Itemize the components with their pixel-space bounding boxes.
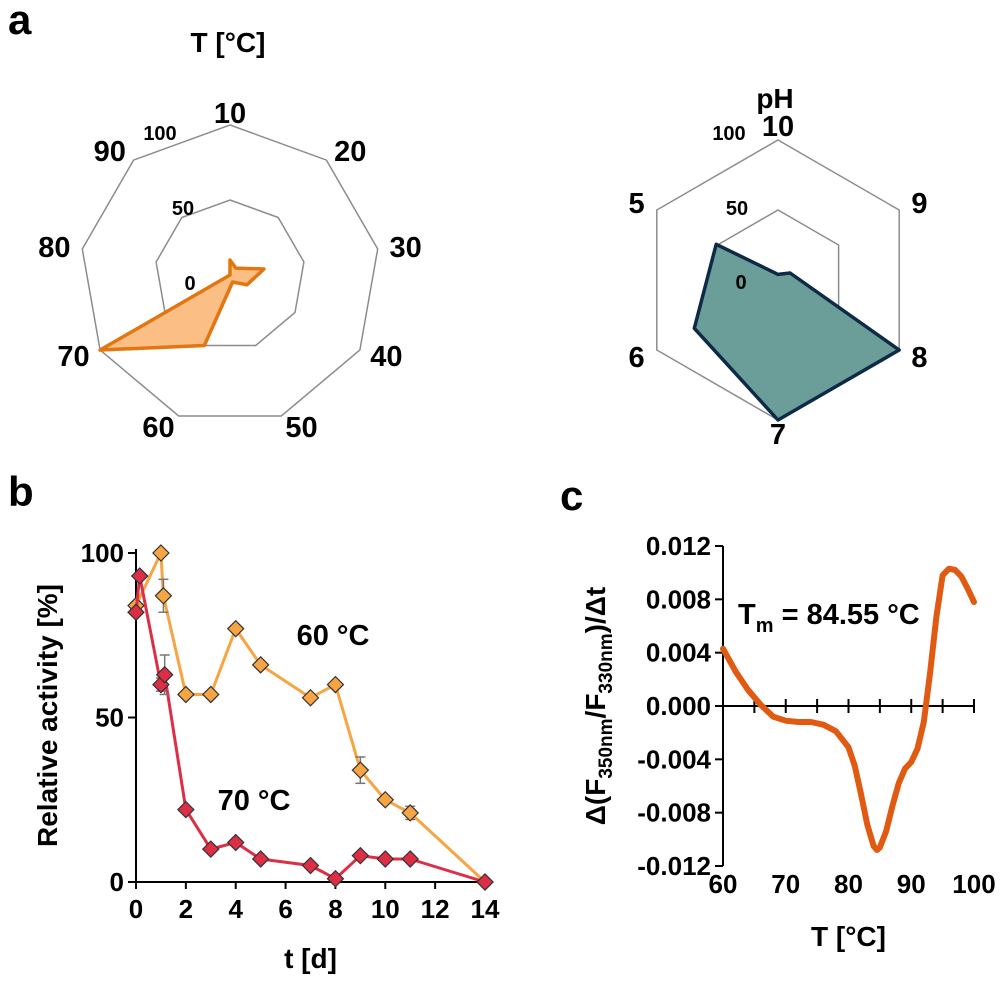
x-tick-label: 100 (952, 869, 995, 899)
data-point-marker (301, 856, 320, 875)
y-tick-label: -0.012 (637, 851, 711, 881)
data-point-marker (152, 544, 170, 562)
radar-category-label: 8 (911, 342, 927, 374)
radar-data-area (692, 242, 901, 422)
x-tick-label: 2 (179, 894, 193, 924)
radar-category-label: 90 (94, 136, 126, 168)
radar-ring-1 (155, 199, 305, 347)
data-point-marker (201, 840, 220, 858)
data-point-marker (127, 603, 145, 622)
x-tick-label: 12 (421, 894, 450, 924)
radar-category-label: 50 (285, 412, 317, 444)
y-tick-label: 0.004 (646, 638, 712, 668)
data-point-marker (351, 846, 370, 865)
data-point-marker (401, 850, 420, 868)
radar-data-area (98, 258, 266, 352)
y-tick-label: 0.008 (646, 584, 711, 614)
radar-ring-label-2: 0 (735, 272, 746, 294)
series-label: 60 °C (297, 620, 370, 652)
x-tick-label: 4 (228, 894, 243, 924)
y-tick-label: 0.000 (646, 691, 711, 721)
panel-label-c: c (560, 472, 583, 519)
line-chart-stability: 0 50 100 0 2 4 6 8 10 12 14 t [d] Relative activity … (32, 538, 500, 974)
x-tick-label: 6 (278, 894, 292, 924)
radar-category-label: 5 (628, 188, 644, 220)
radar-ring-label-1: 50 (172, 198, 194, 220)
data-point-marker (130, 567, 149, 585)
data-point-marker (376, 850, 395, 868)
radar-category-label: 60 (142, 412, 174, 444)
data-point-marker (401, 804, 420, 822)
line-chart-melting: 0.012 0.008 0.004 0.000 -0.004 -0.008 -0.01260… (580, 531, 996, 952)
radar-category-label: 6 (628, 342, 644, 374)
x-tick-label: 80 (834, 869, 863, 899)
data-point-marker (154, 586, 173, 605)
radar-category-label: 20 (334, 136, 366, 168)
data-point-marker (251, 656, 270, 674)
radar-ring-label-1: 50 (726, 198, 748, 220)
x-tick-label: 10 (371, 894, 400, 924)
y-axis-title: Δ(F350nm/F330nm)/Δt (580, 587, 617, 825)
x-tick-label: 70 (771, 869, 800, 899)
radar-category-label: 10 (214, 98, 246, 130)
y-tick-label: 0.012 (646, 531, 711, 561)
y-tick-label: 100 (81, 538, 124, 568)
radar-category-label: 7 (770, 419, 786, 451)
x-axis-title: T [°C] (811, 921, 886, 952)
data-point-marker (376, 790, 395, 809)
data-point-marker (177, 800, 195, 819)
series-line (134, 551, 487, 884)
data-point-marker (326, 675, 345, 694)
radar-category-label: 70 (57, 341, 89, 373)
data-point-marker (351, 761, 370, 779)
x-tick-label: 90 (897, 869, 926, 899)
data-point-marker (201, 685, 220, 704)
data-point-marker (251, 850, 270, 868)
radar-ring-label-2: 0 (184, 273, 195, 295)
x-axis-title: t [d] (284, 943, 337, 974)
y-axis-title: Relative activity [%] (32, 584, 63, 847)
data-point-marker (301, 688, 320, 707)
y-tick-label: 0 (110, 867, 124, 897)
panel-label-a: a (8, 0, 32, 43)
series-label: 70 °C (218, 785, 291, 817)
melt-curve-line (720, 565, 977, 853)
radar-title-ph: pH (756, 83, 793, 114)
radar-ring-label-0: 100 (143, 123, 176, 145)
x-tick-label: 14 (471, 894, 500, 924)
radar-category-label: 9 (911, 188, 927, 220)
radar-chart-ph: pH 100 50 0 10 9 8 7 6 5 (628, 83, 927, 451)
data-point-marker (177, 685, 195, 704)
radar-category-label: 40 (370, 341, 402, 373)
x-tick-label: 60 (709, 869, 738, 899)
panel-label-b: b (8, 468, 34, 515)
data-point-marker (226, 619, 245, 638)
data-point-marker (226, 833, 245, 852)
tm-annotation: Tm = 84.55 °C (738, 599, 920, 637)
x-tick-label: 0 (129, 894, 143, 924)
radar-chart-temperature: T [°C] 100 50 0 10 20 30 40 50 60 70 80 90 (38, 27, 422, 444)
radar-ring-0 (81, 124, 379, 417)
y-tick-label: -0.008 (637, 798, 711, 828)
data-point-marker (155, 665, 174, 684)
radar-ring-label-0: 100 (712, 123, 745, 145)
y-tick-label: 50 (95, 703, 124, 733)
data-point-marker (326, 869, 345, 888)
y-tick-label: -0.004 (637, 744, 711, 774)
radar-category-label: 30 (390, 232, 422, 264)
radar-category-label: 10 (762, 111, 794, 143)
radar-category-label: 80 (38, 232, 70, 264)
x-tick-label: 8 (328, 894, 342, 924)
radar-title-temperature: T [°C] (191, 27, 266, 58)
data-point-marker (476, 873, 494, 891)
